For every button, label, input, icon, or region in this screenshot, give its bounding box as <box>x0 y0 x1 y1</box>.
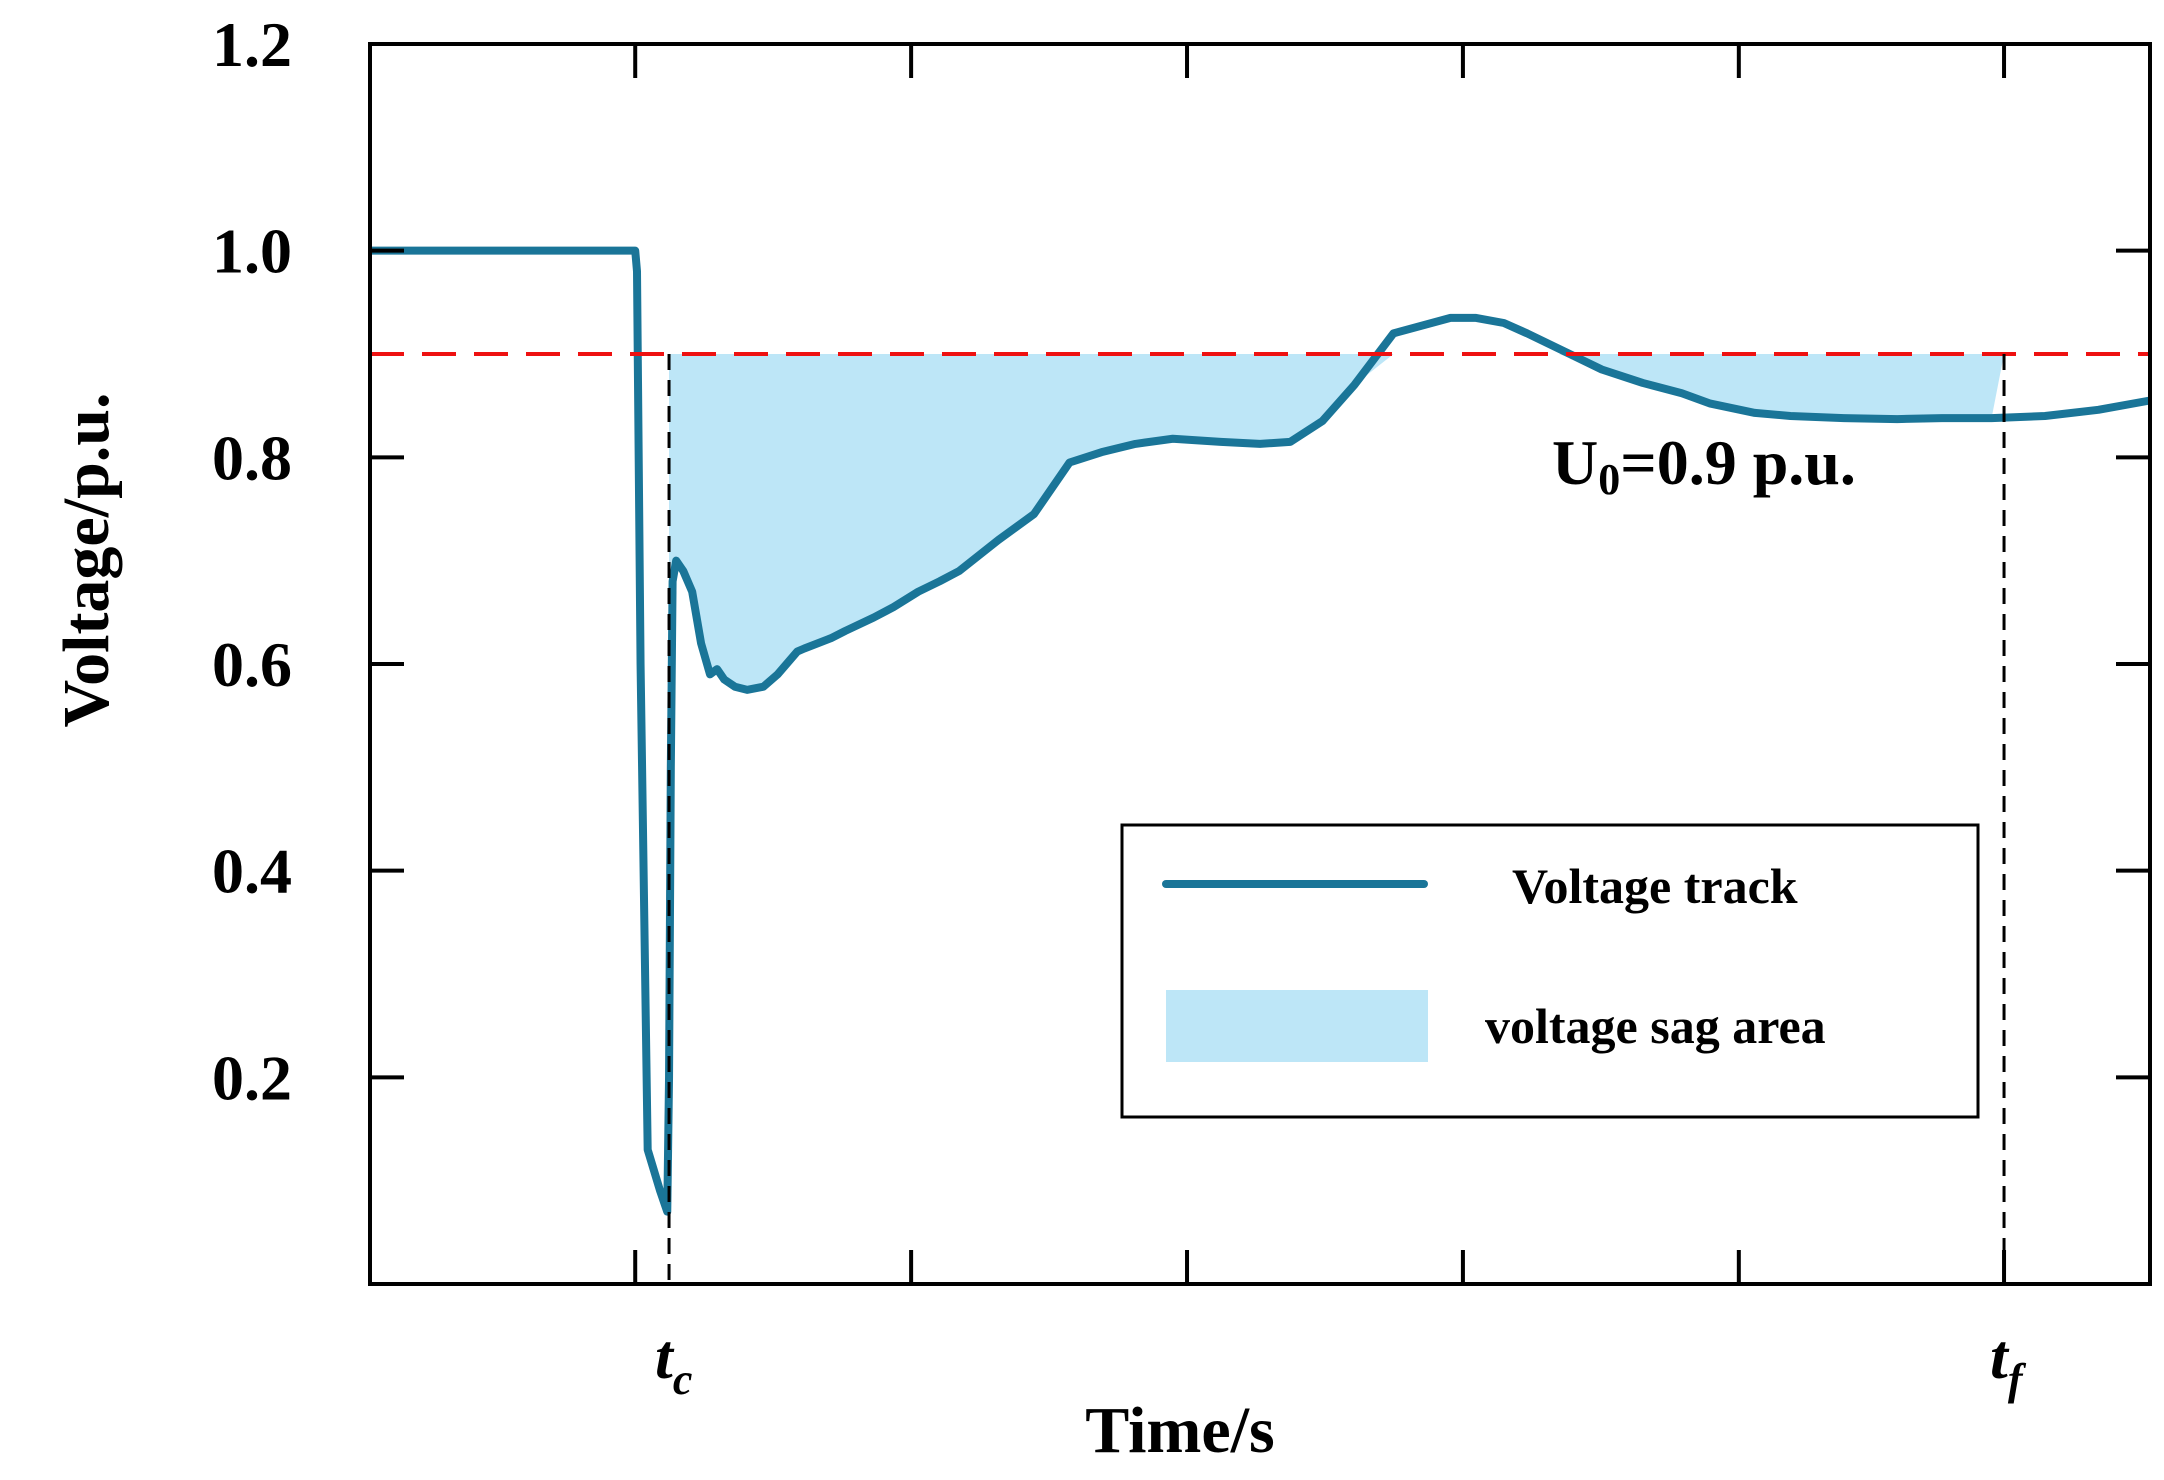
threshold-label: U0=0.9 p.u. <box>1552 427 1856 504</box>
threshold-label-rest: =0.9 p.u. <box>1620 427 1856 498</box>
y-tick-label: 0.4 <box>212 836 292 907</box>
y-tick-label: 0.6 <box>212 629 292 700</box>
legend: Voltage track voltage sag area <box>1120 823 1980 1119</box>
y-tick-label: 1.2 <box>212 9 292 80</box>
series-layer <box>370 246 2151 1216</box>
legend-box <box>1120 823 1980 1119</box>
y-tick-labels: 0.2 0.4 0.6 0.8 1.0 1.2 <box>212 9 292 1113</box>
series-line-voltage-track <box>370 246 2151 1216</box>
y-axis-title: Voltage/p.u. <box>50 393 123 728</box>
y-tick-label: 0.2 <box>212 1042 292 1113</box>
y-tick-label: 0.8 <box>212 422 292 493</box>
legend-label-voltage-track: Voltage track <box>1512 858 1798 914</box>
tick-layer <box>370 42 2150 1284</box>
legend-swatch-sag-area <box>1166 990 1428 1062</box>
threshold-label-main: U <box>1552 427 1598 498</box>
marker-label-tc: tc <box>655 1321 692 1404</box>
y-tick-label: 1.0 <box>212 216 292 287</box>
x-marker-labels: tc tf <box>655 1321 2027 1404</box>
legend-label-sag-area: voltage sag area <box>1485 998 1826 1054</box>
threshold-label-sub: 0 <box>1598 455 1620 504</box>
marker-label-tf: tf <box>1990 1321 2027 1404</box>
x-axis-title: Time/s <box>1085 1394 1274 1467</box>
